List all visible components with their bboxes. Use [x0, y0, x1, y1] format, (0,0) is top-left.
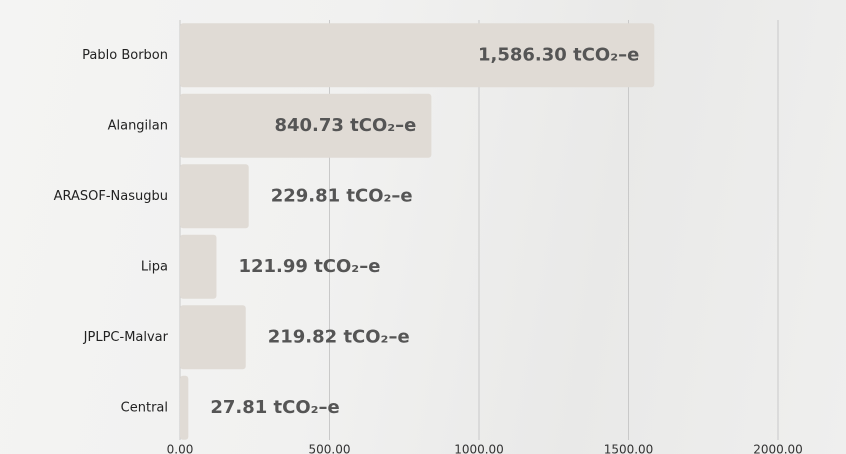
bar [180, 164, 249, 228]
x-tick-label: 500.00 [309, 443, 351, 454]
category-label: Pablo Borbon [82, 48, 168, 63]
bar [180, 305, 246, 369]
category-label: Alangilan [108, 118, 168, 133]
category-label: JPLPC-Malvar [83, 330, 169, 345]
value-label: 1,586.30 tCO₂–e [478, 44, 639, 65]
x-tick-label: 1500.00 [604, 443, 654, 454]
value-label: 121.99 tCO₂–e [238, 256, 380, 277]
x-tick-label: 0.00 [167, 443, 194, 454]
value-label: 219.82 tCO₂–e [268, 326, 410, 347]
chart: 0.00 500.00 1000.00 1500.00 2000.00 Pablo Bor… [0, 0, 846, 454]
bar [180, 235, 216, 299]
category-label: Central [121, 400, 168, 415]
value-label: 27.81 tCO₂–e [210, 397, 339, 418]
category-label: Lipa [141, 259, 168, 274]
x-tick-label: 1000.00 [454, 443, 504, 454]
category-label: ARASOF-Nasugbu [54, 189, 168, 204]
value-label: 840.73 tCO₂–e [274, 115, 416, 136]
bar [180, 376, 188, 440]
value-label: 229.81 tCO₂–e [271, 185, 413, 206]
x-tick-label: 2000.00 [753, 443, 803, 454]
